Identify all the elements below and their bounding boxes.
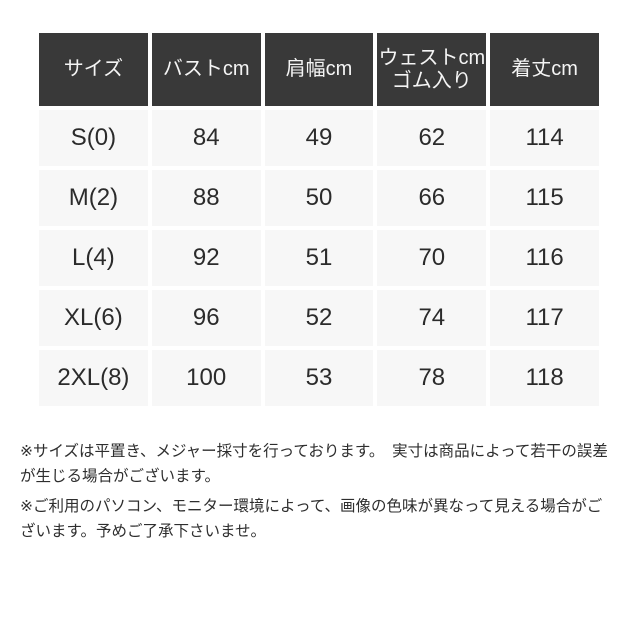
bust-cell: 88: [151, 170, 261, 226]
size-cell: M(2): [39, 170, 148, 226]
length-cell: 115: [490, 170, 599, 226]
bust-cell: 84: [151, 110, 261, 166]
header-cell-bust: バストcm: [151, 33, 261, 106]
bust-cell: 92: [151, 230, 261, 286]
shoulder-cell: 51: [264, 230, 374, 286]
shoulder-cell: 52: [264, 290, 374, 346]
note-monitor: ※ご利用のパソコン、モニター環境によって、画像の色味が異なって見える場合がご ざ…: [20, 494, 608, 544]
length-cell: 114: [490, 110, 599, 166]
note-line: が生じる場合がございます。: [20, 468, 220, 485]
waist-cell: 78: [377, 350, 487, 406]
header-cell-waist: ウェストcm ゴム入り: [377, 33, 487, 106]
size-cell: XL(6): [39, 290, 148, 346]
header-label: バストcm: [162, 58, 250, 80]
header-cell-shoulder-width: 肩幅cm: [264, 33, 374, 106]
header-label: サイズ: [63, 58, 124, 80]
size-table: サイズ バストcm 肩幅cm ウェストcm ゴム入り 着丈cm S(0) 84 …: [39, 33, 599, 406]
notes-section: ※サイズは平置き、メジャー採寸を行っております。 実寸は商品によって若干の誤差 …: [20, 439, 608, 549]
bust-cell: 100: [151, 350, 261, 406]
size-cell: L(4): [39, 230, 148, 286]
note-line: ※サイズは平置き、メジャー採寸を行っております。 実寸は商品によって若干の誤差: [20, 443, 608, 460]
note-measurement: ※サイズは平置き、メジャー採寸を行っております。 実寸は商品によって若干の誤差 …: [20, 439, 608, 489]
waist-cell: 66: [377, 170, 487, 226]
shoulder-cell: 53: [264, 350, 374, 406]
size-cell: S(0): [39, 110, 148, 166]
waist-cell: 70: [377, 230, 487, 286]
header-cell-size: サイズ: [39, 33, 148, 106]
note-line: ※ご利用のパソコン、モニター環境によって、画像の色味が異なって見える場合がご: [20, 498, 603, 515]
length-cell: 117: [490, 290, 599, 346]
header-label-line1: ウェストcm: [378, 46, 486, 69]
bust-cell: 96: [151, 290, 261, 346]
length-cell: 118: [490, 350, 599, 406]
header-label: 肩幅cm: [285, 58, 353, 80]
note-line: ざいます。予めご了承下さいませ。: [20, 523, 266, 540]
shoulder-cell: 50: [264, 170, 374, 226]
header-cell-length: 着丈cm: [490, 33, 599, 106]
length-cell: 116: [490, 230, 599, 286]
shoulder-cell: 49: [264, 110, 374, 166]
waist-cell: 74: [377, 290, 487, 346]
header-label: 着丈cm: [511, 58, 578, 80]
size-cell: 2XL(8): [39, 350, 148, 406]
waist-cell: 62: [377, 110, 487, 166]
header-label-line2: ゴム入り: [391, 69, 472, 92]
